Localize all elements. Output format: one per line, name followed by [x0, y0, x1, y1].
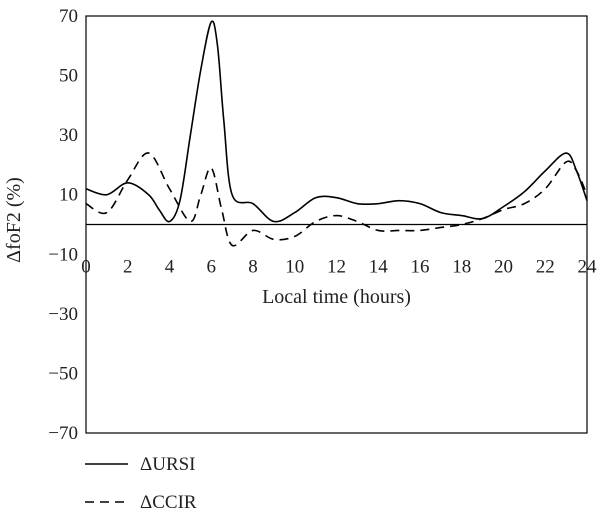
- y-tick-label: 30: [59, 125, 78, 146]
- series-line-ursi: [85, 20, 588, 223]
- x-axis-title: Local time (hours): [262, 286, 411, 308]
- x-tick-label: 20: [494, 257, 513, 278]
- legend-label-ccir: ΔCCIR: [140, 492, 197, 513]
- x-tick-label: 22: [536, 257, 555, 278]
- x-tick-label: 16: [411, 257, 430, 278]
- x-tick-label: 2: [123, 257, 133, 278]
- x-tick-label: 12: [327, 257, 346, 278]
- y-tick-label: −50: [48, 363, 78, 384]
- x-tick-label: 4: [165, 257, 175, 278]
- y-tick-label: −30: [48, 304, 78, 325]
- x-tick-label: 8: [248, 257, 258, 278]
- series-lines: [85, 20, 588, 247]
- y-tick-label: 50: [59, 66, 78, 87]
- y-tick-label: −70: [48, 423, 78, 444]
- y-axis-title: ΔfoF2 (%): [3, 177, 25, 263]
- y-axis-ticks: 70 50 30 10 −10 −30 −50 −70: [48, 6, 78, 444]
- y-tick-label: −10: [48, 244, 78, 265]
- x-axis-ticks: 0 2 4 6 8 10 12 14 16 18 20 22 24: [81, 257, 597, 278]
- x-tick-label: 6: [207, 257, 217, 278]
- legend-label-ursi: ΔURSI: [140, 454, 196, 475]
- x-tick-label: 10: [285, 257, 304, 278]
- y-tick-label: 70: [59, 6, 78, 27]
- series-line-ccir: [85, 152, 588, 247]
- x-tick-label: 18: [452, 257, 471, 278]
- legend: ΔURSI ΔCCIR: [85, 454, 197, 513]
- x-tick-label: 14: [369, 257, 389, 278]
- y-tick-label: 10: [59, 185, 78, 206]
